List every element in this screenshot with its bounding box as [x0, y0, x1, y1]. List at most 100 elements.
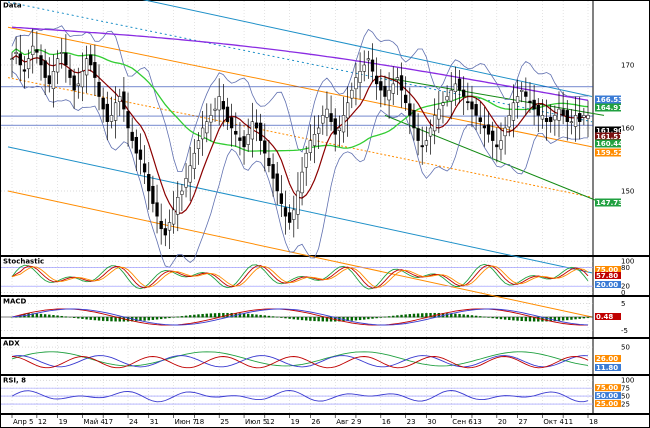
macd-histogram-bar	[557, 317, 561, 321]
candle-body	[155, 202, 159, 217]
candle-body	[424, 140, 429, 146]
candle-body	[60, 52, 64, 54]
panel-frame	[0, 338, 650, 375]
candle-body	[453, 83, 458, 92]
lower-band	[11, 70, 588, 268]
candle-body	[263, 140, 267, 154]
macd-histogram-bar	[450, 313, 453, 318]
macd-histogram-bar	[180, 316, 184, 318]
candle-body	[18, 53, 22, 66]
panel-frame	[0, 375, 650, 414]
adx-tag-bg	[595, 364, 621, 371]
candle-body	[329, 113, 333, 122]
macd-histogram-bar	[292, 317, 295, 320]
candle-body	[142, 163, 147, 173]
candle-body	[308, 140, 313, 153]
candle-body	[147, 174, 151, 192]
panel-title-bg	[1, 297, 24, 305]
candle-body	[391, 83, 395, 94]
stoch-tag-bg	[595, 266, 621, 273]
macd-histogram-bar	[201, 313, 204, 318]
macd-histogram-bar	[396, 315, 399, 318]
x-tick-label: 27	[519, 418, 528, 426]
candle-body	[399, 75, 404, 91]
candle-body	[254, 122, 259, 129]
macd-histogram-bar	[164, 317, 167, 319]
y-tick-label: 80	[621, 264, 630, 272]
macd-histogram-bar	[35, 313, 39, 318]
macd-histogram-bar	[487, 317, 490, 318]
panel-title: MACD	[3, 298, 27, 306]
candle-body	[167, 222, 172, 231]
macd-histogram-bar	[168, 317, 171, 319]
panel-title: RSI, 8	[3, 377, 26, 385]
macd-histogram-bar	[582, 317, 586, 319]
macd-histogram-bar	[338, 317, 341, 322]
panel-title: ADX	[3, 340, 20, 348]
macd-histogram-bar	[31, 313, 34, 318]
candle-body	[271, 164, 275, 179]
candle-body	[209, 115, 213, 123]
macd-histogram-bar	[470, 315, 474, 318]
macd-histogram-bar	[305, 317, 308, 321]
macd-histogram-bar	[462, 314, 465, 318]
macd-histogram-bar	[72, 317, 76, 318]
rsi-line	[11, 390, 589, 403]
candle-body	[553, 115, 557, 121]
macd-histogram-bar	[479, 316, 482, 318]
macd-histogram-bar	[205, 313, 208, 318]
candle-body	[22, 69, 27, 72]
candle-body	[333, 118, 337, 135]
candle-body	[80, 71, 85, 88]
macd-histogram-bar	[346, 317, 349, 322]
candle-body	[445, 96, 449, 101]
candle-body	[39, 55, 43, 66]
candle-body	[68, 69, 72, 78]
candle-body	[482, 125, 487, 129]
macd-histogram-bar	[284, 317, 287, 319]
macd-histogram-bar	[271, 316, 275, 318]
x-tick-label: 25	[220, 418, 229, 426]
price-tag: 147.73	[596, 199, 623, 207]
candle-body	[491, 130, 495, 141]
macd-histogram-bar	[267, 315, 271, 318]
candles	[10, 28, 590, 250]
candle-body	[217, 96, 221, 111]
panel-frame	[0, 256, 650, 296]
candle-body	[433, 115, 437, 132]
macd-histogram-bar	[139, 317, 142, 321]
candle-body	[267, 157, 271, 167]
x-tick-label: 26	[311, 418, 320, 426]
candle-body	[113, 102, 118, 121]
price-tag-bg	[595, 148, 621, 157]
rsi-tag: 50.00	[596, 392, 618, 400]
candle-body	[130, 131, 134, 141]
macd-histogram-bar	[503, 317, 507, 320]
macd-histogram-bar	[188, 315, 192, 318]
candle-body	[234, 130, 238, 135]
candle-body	[350, 89, 354, 99]
candle-body	[84, 58, 89, 76]
stoch-tag: 75.00	[596, 266, 618, 274]
candle-body	[379, 81, 383, 91]
candle-body	[151, 185, 155, 204]
macd-signal	[11, 308, 589, 326]
y-tick-label: 25	[621, 401, 630, 409]
macd-histogram-bar	[454, 313, 457, 318]
candle-body	[495, 144, 499, 148]
candle-body	[275, 173, 279, 192]
panel-title-bg	[1, 1, 24, 9]
candle-body	[184, 178, 188, 188]
candle-body	[118, 96, 122, 102]
macd-histogram-bar	[325, 317, 329, 322]
macd-histogram-bar	[512, 317, 515, 321]
candle-body	[457, 78, 462, 91]
candle-body	[565, 110, 569, 122]
macd-histogram-bar	[400, 314, 403, 318]
macd-histogram-bar	[48, 314, 51, 318]
candle-body	[341, 115, 346, 133]
candle-body	[416, 128, 420, 141]
macd-histogram-bar	[151, 317, 155, 320]
